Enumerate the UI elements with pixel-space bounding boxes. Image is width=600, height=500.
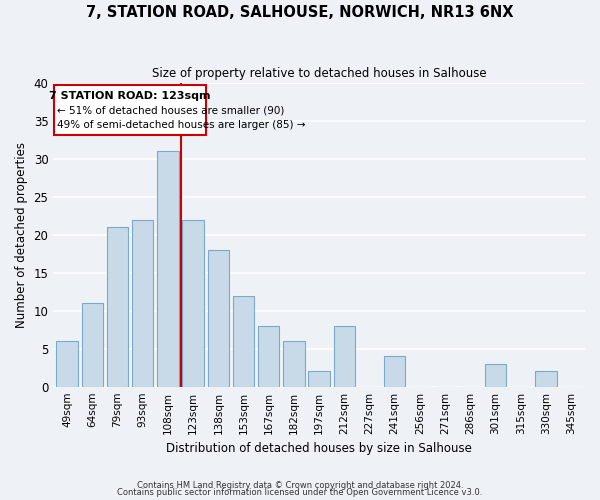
Text: Contains public sector information licensed under the Open Government Licence v3: Contains public sector information licen… (118, 488, 482, 497)
FancyBboxPatch shape (54, 84, 206, 134)
Bar (258, 326, 280, 386)
Bar (485, 364, 506, 386)
Text: 49% of semi-detached houses are larger (85) →: 49% of semi-detached houses are larger (… (56, 120, 305, 130)
Text: 7, STATION ROAD, SALHOUSE, NORWICH, NR13 6NX: 7, STATION ROAD, SALHOUSE, NORWICH, NR13… (86, 5, 514, 20)
Bar (283, 341, 305, 386)
Bar (107, 228, 128, 386)
Y-axis label: Number of detached properties: Number of detached properties (15, 142, 28, 328)
Bar (182, 220, 204, 386)
Bar (56, 341, 78, 386)
Text: Contains HM Land Registry data © Crown copyright and database right 2024.: Contains HM Land Registry data © Crown c… (137, 480, 463, 490)
Bar (535, 372, 557, 386)
Bar (82, 303, 103, 386)
X-axis label: Distribution of detached houses by size in Salhouse: Distribution of detached houses by size … (166, 442, 472, 455)
Bar (334, 326, 355, 386)
Title: Size of property relative to detached houses in Salhouse: Size of property relative to detached ho… (152, 68, 487, 80)
Bar (233, 296, 254, 386)
Text: ← 51% of detached houses are smaller (90): ← 51% of detached houses are smaller (90… (56, 106, 284, 116)
Bar (157, 152, 179, 386)
Bar (384, 356, 406, 386)
Bar (308, 372, 330, 386)
Bar (132, 220, 154, 386)
Text: 7 STATION ROAD: 123sqm: 7 STATION ROAD: 123sqm (49, 91, 211, 101)
Bar (208, 250, 229, 386)
